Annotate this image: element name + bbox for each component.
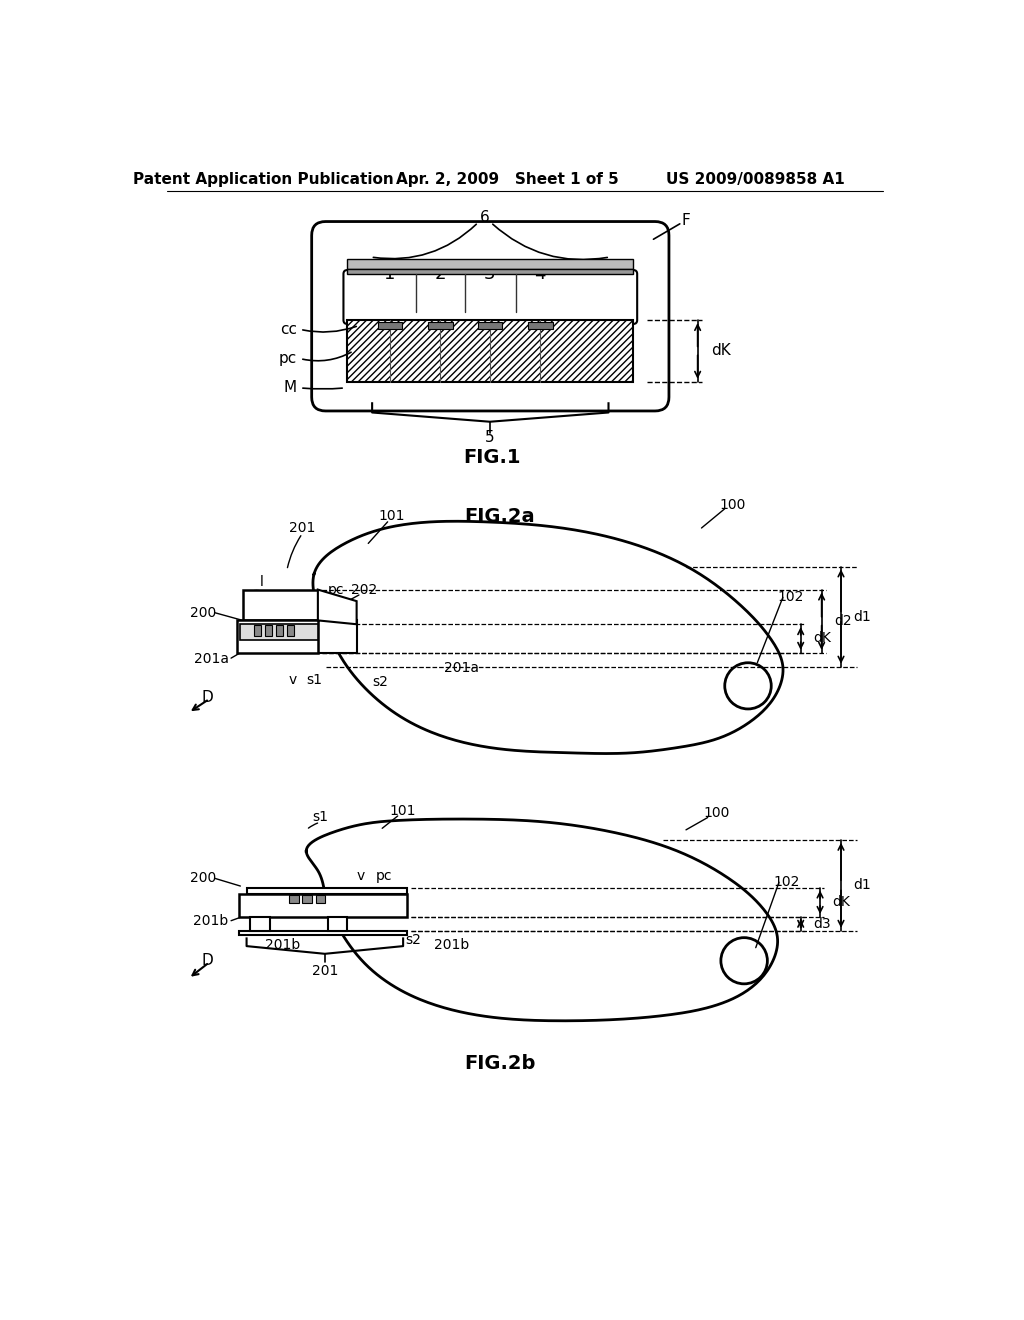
- Text: M: M: [284, 380, 297, 396]
- Text: 201a: 201a: [194, 652, 228, 665]
- Text: 202: 202: [351, 582, 378, 597]
- Text: D: D: [202, 690, 214, 705]
- Bar: [347, 259, 633, 269]
- Bar: [287, 626, 294, 636]
- Text: dK: dK: [833, 895, 850, 909]
- Text: d2: d2: [834, 614, 852, 628]
- Bar: [251, 917, 270, 931]
- Bar: [328, 917, 347, 931]
- Text: FIG.1: FIG.1: [464, 447, 521, 467]
- Bar: [347, 269, 633, 275]
- Bar: [315, 895, 325, 903]
- Text: s1: s1: [306, 673, 322, 686]
- Bar: [289, 895, 299, 903]
- Text: 5: 5: [485, 429, 495, 445]
- Bar: [528, 322, 553, 330]
- Text: 201b: 201b: [434, 939, 470, 952]
- Text: FIG.2b: FIG.2b: [464, 1053, 536, 1073]
- Text: s1: s1: [312, 809, 329, 824]
- Text: s2: s2: [406, 933, 421, 946]
- Text: 201b: 201b: [194, 913, 228, 928]
- Text: 101: 101: [378, 510, 404, 524]
- Text: 4: 4: [535, 265, 546, 282]
- Text: dK: dK: [712, 343, 731, 359]
- FancyBboxPatch shape: [343, 271, 637, 323]
- Text: D: D: [202, 953, 214, 969]
- Bar: [378, 322, 402, 330]
- Bar: [239, 894, 407, 917]
- Text: 6: 6: [479, 210, 489, 226]
- Bar: [302, 895, 311, 903]
- Text: 201: 201: [311, 964, 338, 978]
- Bar: [265, 626, 272, 636]
- Bar: [276, 626, 283, 636]
- Text: 201a: 201a: [443, 661, 479, 675]
- Text: v: v: [356, 869, 365, 883]
- Text: Patent Application Publication: Patent Application Publication: [133, 172, 394, 186]
- Bar: [239, 931, 407, 936]
- Text: 102: 102: [773, 875, 800, 890]
- Text: dK: dK: [813, 631, 830, 645]
- Bar: [237, 620, 317, 653]
- FancyBboxPatch shape: [311, 222, 669, 411]
- Bar: [254, 626, 261, 636]
- Bar: [428, 322, 453, 330]
- Text: 100: 100: [703, 807, 730, 820]
- Polygon shape: [313, 521, 783, 754]
- Text: cc: cc: [280, 322, 297, 337]
- Text: 200: 200: [190, 871, 216, 886]
- Bar: [247, 887, 407, 894]
- Text: 101: 101: [390, 804, 417, 817]
- Text: pc: pc: [376, 869, 392, 883]
- Text: d1: d1: [853, 878, 871, 892]
- Text: d1: d1: [853, 610, 871, 623]
- Bar: [477, 322, 503, 330]
- Text: 3: 3: [484, 265, 496, 282]
- Polygon shape: [306, 818, 777, 1020]
- Text: 201b: 201b: [265, 939, 301, 952]
- Text: pc: pc: [279, 351, 297, 366]
- Text: Apr. 2, 2009   Sheet 1 of 5: Apr. 2, 2009 Sheet 1 of 5: [396, 172, 620, 186]
- Polygon shape: [317, 590, 356, 624]
- Text: v: v: [288, 673, 296, 686]
- Text: 100: 100: [719, 498, 745, 512]
- Text: 201: 201: [289, 521, 315, 535]
- Text: 2: 2: [434, 265, 446, 282]
- Text: d3: d3: [813, 917, 830, 931]
- Bar: [243, 590, 317, 620]
- Text: s2: s2: [372, 675, 388, 689]
- Text: 1: 1: [384, 265, 395, 282]
- Text: l: l: [259, 576, 263, 589]
- Text: 102: 102: [777, 590, 804, 605]
- Bar: [347, 321, 633, 381]
- Bar: [241, 624, 317, 640]
- Text: 200: 200: [190, 606, 216, 619]
- Bar: [317, 620, 356, 653]
- Text: US 2009/0089858 A1: US 2009/0089858 A1: [667, 172, 845, 186]
- Text: F: F: [682, 213, 690, 227]
- Text: pc: pc: [328, 582, 344, 597]
- Text: FIG.2a: FIG.2a: [465, 507, 536, 525]
